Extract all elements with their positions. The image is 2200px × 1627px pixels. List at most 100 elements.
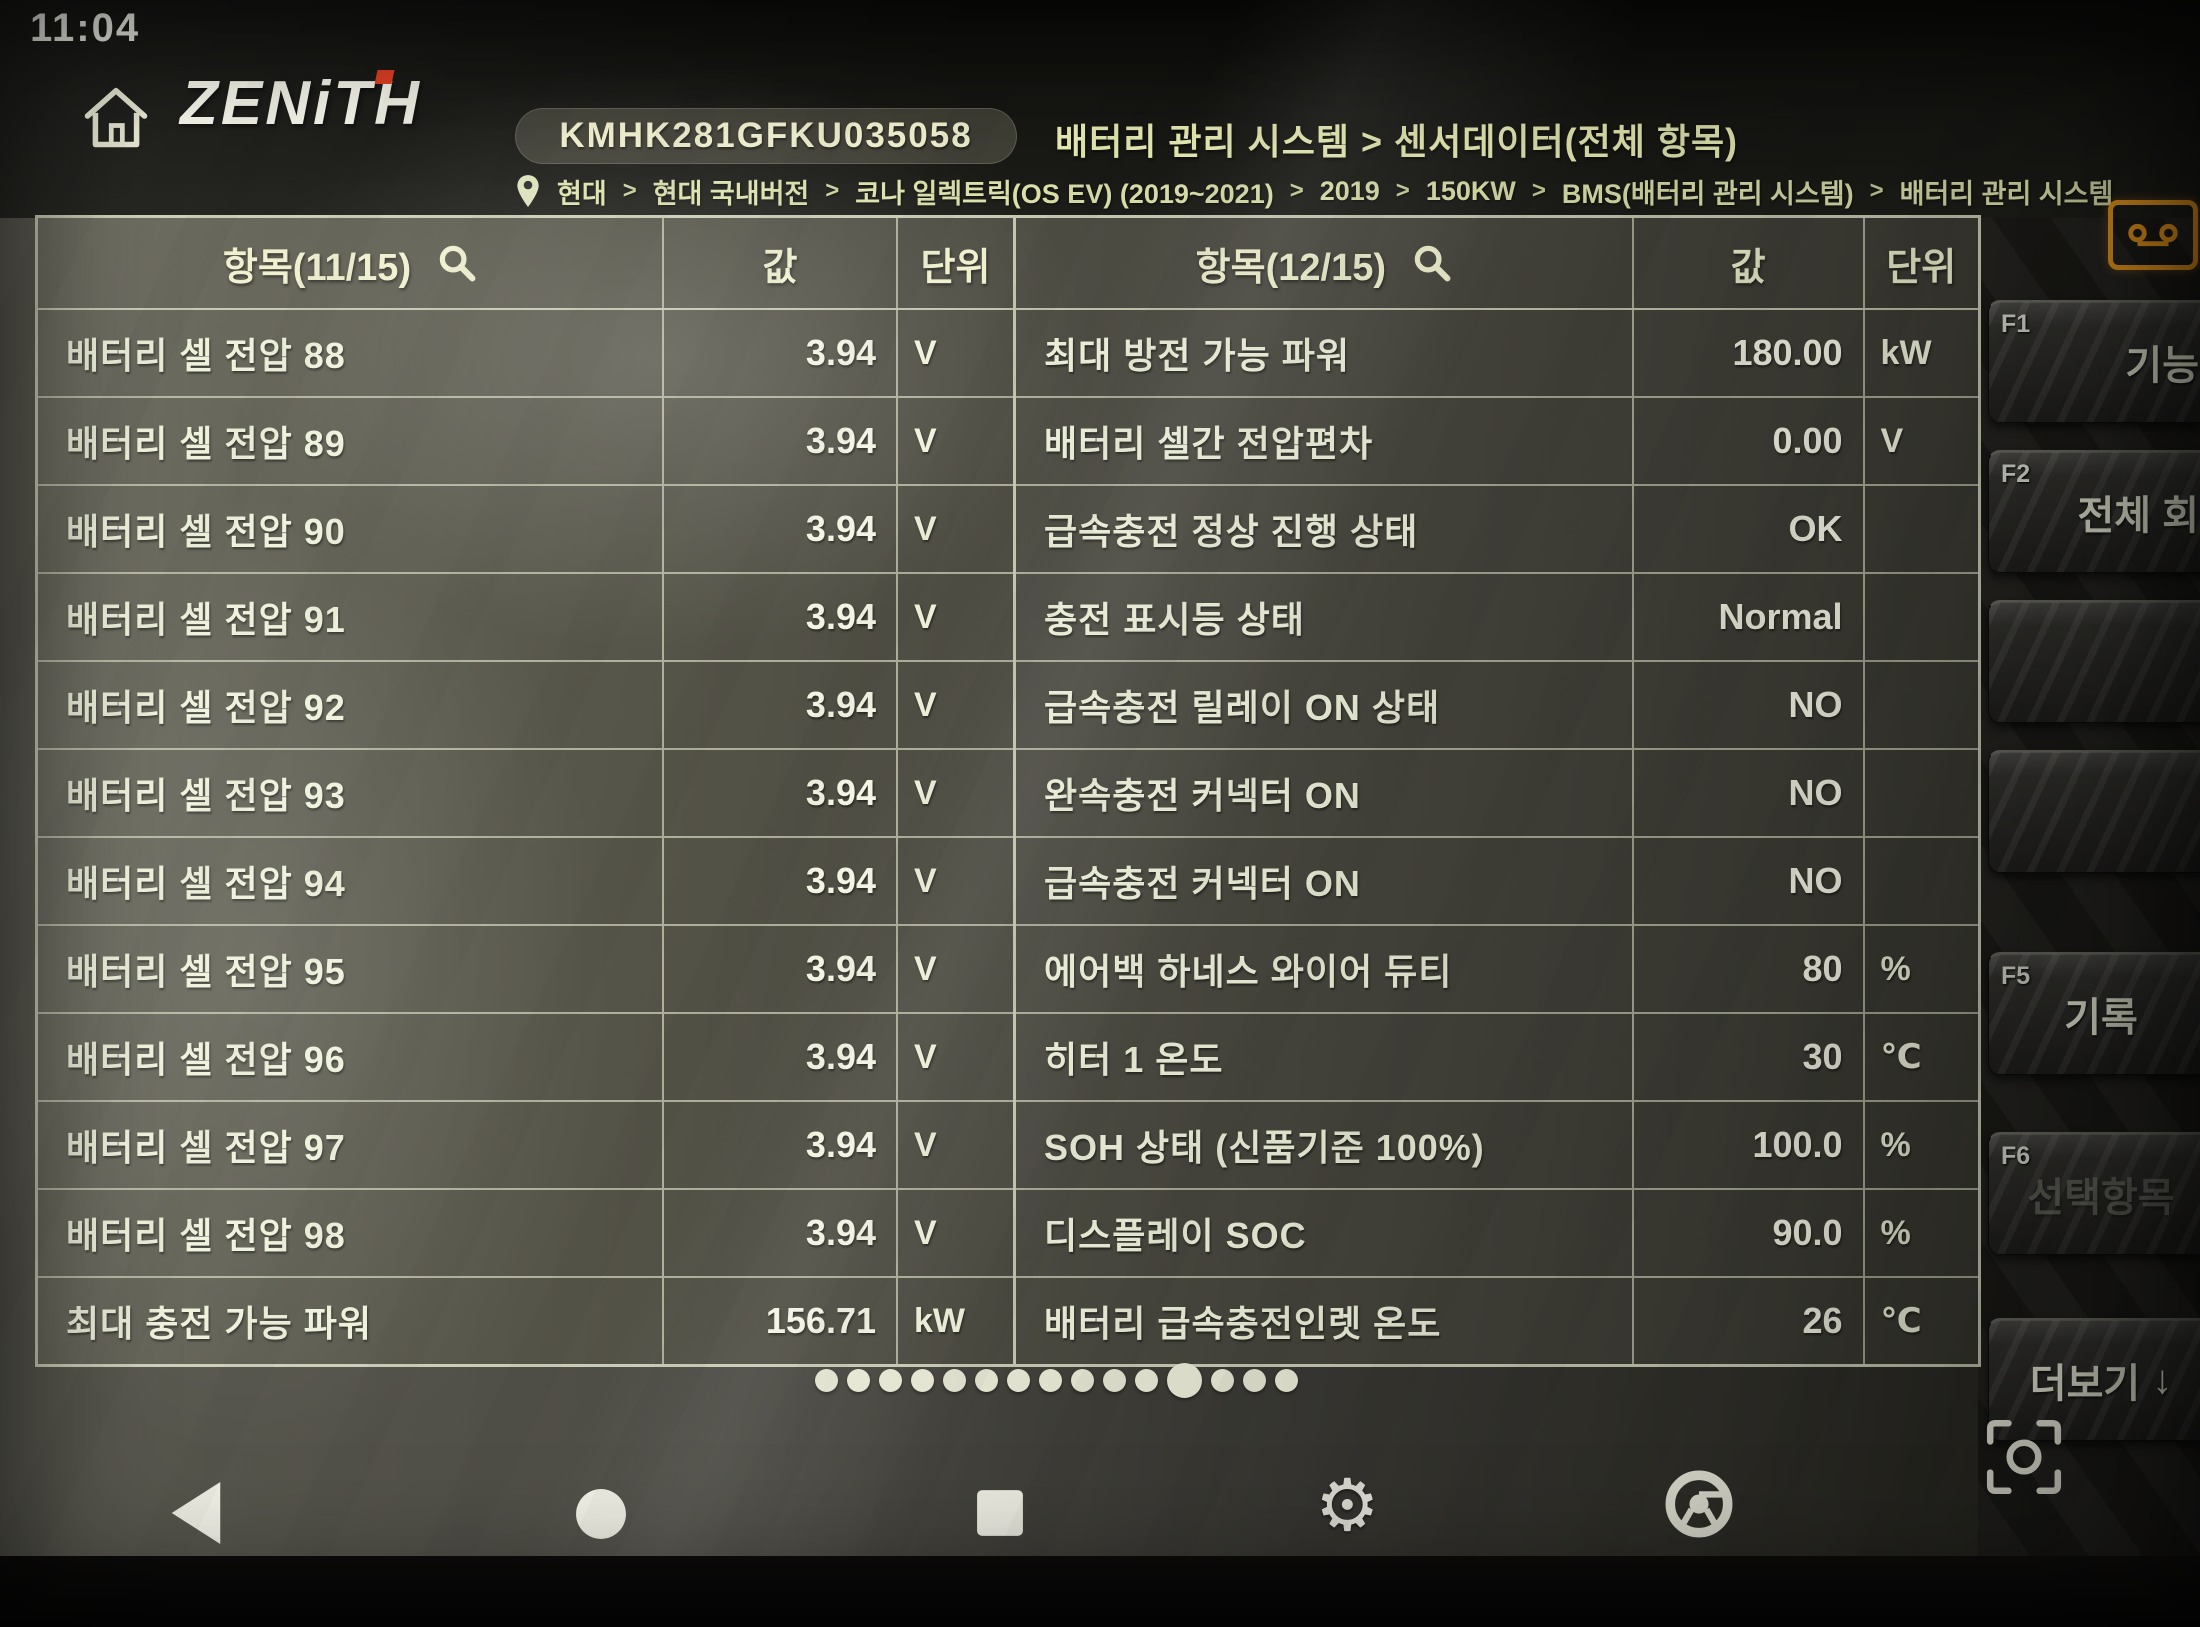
settings-gear-icon[interactable]: ⚙ xyxy=(1315,1466,1380,1546)
home-circle-icon[interactable] xyxy=(575,1488,627,1540)
page-dot[interactable] xyxy=(1275,1368,1298,1392)
table-row[interactable]: 최대 충전 가능 파워 156.71 kW xyxy=(38,1278,1013,1364)
table-row[interactable]: 디스플레이 SOC 90.0% xyxy=(1016,1190,1978,1278)
table-row[interactable]: 배터리 셀 전압 98 3.94 V xyxy=(38,1190,1013,1278)
row-unit: V xyxy=(896,838,1013,924)
table-row[interactable]: 배터리 셀 전압 93 3.94 V xyxy=(38,750,1013,838)
record-icon[interactable] xyxy=(2108,200,2198,270)
page-dot[interactable] xyxy=(815,1368,838,1392)
breadcrumb-separator: > xyxy=(622,177,637,204)
row-value: 3.94 xyxy=(662,1014,896,1100)
table-row[interactable]: SOH 상태 (신품기준 100%) 100.0% xyxy=(1016,1102,1978,1190)
page-dot[interactable] xyxy=(1135,1368,1158,1392)
breadcrumb-item[interactable]: 현대 xyxy=(557,178,607,209)
search-icon[interactable] xyxy=(437,243,477,283)
more-button[interactable]: 더보기 ↓ xyxy=(1988,1318,2200,1441)
table-row[interactable]: 급속충전 릴레이 ON 상태 NO xyxy=(1016,662,1978,750)
zenith-logo: ZENiTH xyxy=(180,68,422,139)
table-row[interactable]: 최대 방전 가능 파워 180.00 kW xyxy=(1016,310,1978,398)
page-dot[interactable] xyxy=(847,1368,870,1392)
row-unit: ℃ xyxy=(1862,1014,1978,1100)
row-value: 3.94 xyxy=(662,486,896,572)
table-row[interactable]: 급속충전 정상 진행 상태 OK xyxy=(1016,486,1978,574)
f5-record-button[interactable]: F5 기록 xyxy=(1988,952,2200,1075)
table-row[interactable]: 배터리 셀간 전압편차 0.00 V xyxy=(1016,398,1978,486)
row-item-label: 충전 표시등 상태 xyxy=(1044,599,1305,640)
row-value: 3.94 xyxy=(662,1102,896,1188)
browser-icon[interactable] xyxy=(1665,1470,1733,1538)
page-dot[interactable] xyxy=(1103,1368,1126,1392)
table-row[interactable]: 배터리 셀 전압 96 3.94 V xyxy=(38,1014,1013,1102)
f2-label: 전체 회 xyxy=(2077,494,2199,538)
table-row[interactable]: 에어백 하네스 와이어 듀티 80% xyxy=(1016,926,1978,1014)
f5-key-label: F5 xyxy=(2001,962,2031,990)
breadcrumb-item[interactable]: 2019 xyxy=(1319,175,1380,206)
breadcrumb-item[interactable]: 코나 일렉트릭(OS EV) (2019~2021) xyxy=(855,178,1274,209)
f1-button[interactable]: F1 기능 xyxy=(1988,300,2200,423)
search-icon[interactable] xyxy=(1412,243,1452,283)
row-unit: V xyxy=(896,398,1013,484)
vin-display[interactable]: KMHK281GFKU035058 xyxy=(515,108,1017,164)
table-row[interactable]: 배터리 셀 전압 89 3.94 V xyxy=(38,398,1013,486)
table-row[interactable]: 배터리 셀 전압 90 3.94 V xyxy=(38,486,1013,574)
table-row[interactable]: 충전 표시등 상태 Normal xyxy=(1016,574,1978,662)
table-row[interactable]: 배터리 급속충전인렛 온도 26 ℃ xyxy=(1016,1278,1978,1364)
table-row[interactable]: 히터 1 온도 30 ℃ xyxy=(1016,1014,1978,1102)
page-dot[interactable] xyxy=(1167,1362,1202,1398)
item-count-header: 항목(11/15) xyxy=(222,246,412,289)
row-value: 3.94 xyxy=(662,574,896,660)
row-item-label: 배터리 셀 전압 96 xyxy=(66,1039,346,1080)
f2-button[interactable]: F2 전체 회 xyxy=(1988,450,2200,573)
row-item-label: 히터 1 온도 xyxy=(1044,1039,1224,1080)
row-value: 3.94 xyxy=(662,750,896,836)
row-item-label: 최대 방전 가능 파워 xyxy=(1044,335,1350,376)
breadcrumb-separator: > xyxy=(1395,177,1410,204)
row-value: 100.0 xyxy=(1631,1102,1863,1188)
row-unit xyxy=(1862,574,1978,660)
breadcrumb-item[interactable]: 배터리 관리 시스템 xyxy=(1899,178,2114,209)
breadcrumb-item[interactable]: 현대 국내버전 xyxy=(652,178,810,209)
row-unit: V xyxy=(896,1014,1013,1100)
back-icon[interactable] xyxy=(170,1482,222,1544)
row-item-label: 배터리 셀 전압 91 xyxy=(66,599,346,640)
f4-button[interactable] xyxy=(1988,750,2200,873)
f2-key-label: F2 xyxy=(2001,460,2031,488)
pagination-dots[interactable] xyxy=(815,1358,1298,1402)
table-row[interactable]: 완속충전 커넥터 ON NO xyxy=(1016,750,1978,838)
row-value: 26 xyxy=(1631,1278,1863,1364)
row-value: 3.94 xyxy=(662,926,896,1012)
screen-capture-icon[interactable] xyxy=(1985,1418,2063,1496)
row-value: NO xyxy=(1631,750,1863,836)
f1-key-label: F1 xyxy=(2001,310,2031,338)
row-unit: V xyxy=(896,310,1013,396)
page-dot[interactable] xyxy=(943,1368,966,1392)
table-header: 항목(12/15) 값 단위 xyxy=(1016,218,1978,310)
table-row[interactable]: 급속충전 커넥터 ON NO xyxy=(1016,838,1978,926)
row-item-label: 배터리 셀 전압 92 xyxy=(66,687,346,728)
table-row[interactable]: 배터리 셀 전압 92 3.94 V xyxy=(38,662,1013,750)
home-icon[interactable] xyxy=(78,78,154,154)
page-dot[interactable] xyxy=(1039,1368,1062,1392)
breadcrumb-item[interactable]: BMS(배터리 관리 시스템) xyxy=(1561,178,1854,209)
more-label: 더보기 xyxy=(2029,1362,2141,1406)
f6-select-items-button[interactable]: F6 선택항목 xyxy=(1988,1132,2200,1255)
row-item-label: 배터리 셀 전압 88 xyxy=(66,335,346,376)
unit-header: 단위 xyxy=(1862,218,1978,308)
recents-icon[interactable] xyxy=(975,1488,1025,1538)
table-row[interactable]: 배터리 셀 전압 91 3.94 V xyxy=(38,574,1013,662)
page-dot[interactable] xyxy=(879,1368,902,1392)
value-header: 값 xyxy=(1631,218,1863,308)
page-dot[interactable] xyxy=(1211,1368,1234,1392)
table-row[interactable]: 배터리 셀 전압 88 3.94 V xyxy=(38,310,1013,398)
page-dot[interactable] xyxy=(1007,1368,1030,1392)
page-dot[interactable] xyxy=(1243,1368,1266,1392)
f3-button[interactable] xyxy=(1988,600,2200,723)
table-row[interactable]: 배터리 셀 전압 97 3.94 V xyxy=(38,1102,1013,1190)
table-row[interactable]: 배터리 셀 전압 94 3.94 V xyxy=(38,838,1013,926)
page-dot[interactable] xyxy=(975,1368,998,1392)
breadcrumb-item[interactable]: 150KW xyxy=(1425,175,1516,206)
page-dot[interactable] xyxy=(1071,1368,1094,1392)
table-row[interactable]: 배터리 셀 전압 95 3.94 V xyxy=(38,926,1013,1014)
page-dot[interactable] xyxy=(911,1368,934,1392)
